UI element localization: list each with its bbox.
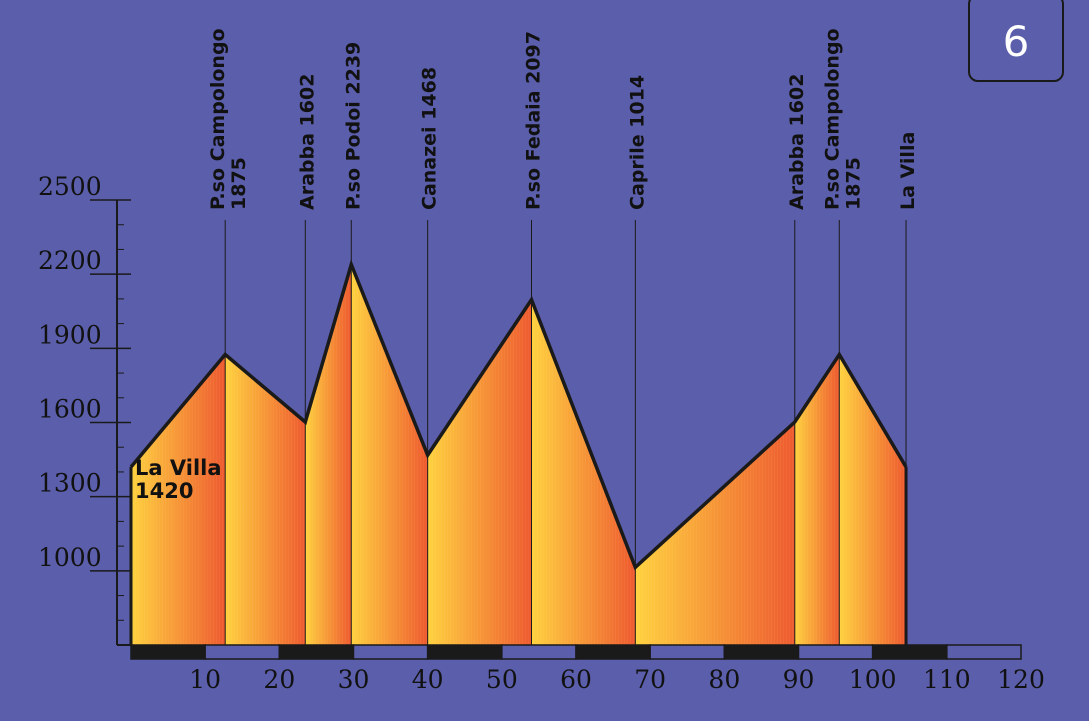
x-scale-block [649, 644, 726, 660]
x-scale-block [575, 644, 651, 660]
x-tick-label: 40 [412, 665, 444, 694]
y-tick-label: 1900 [38, 320, 102, 349]
pass-label: La Villa [897, 132, 919, 210]
stage-number-badge: 6 [968, 0, 1064, 82]
pass-label: Arabba 1602 [296, 74, 318, 210]
profile-fill [129, 259, 908, 645]
y-tick-label: 1300 [38, 469, 102, 498]
pass-label: P.so Podoi 2239 [342, 42, 364, 210]
x-tick-label: 110 [923, 665, 971, 694]
pass-label: Canazei 1468 [419, 67, 441, 210]
y-tick-label: 2500 [38, 172, 102, 201]
profile-segment-texture [427, 299, 532, 645]
x-scale-block [426, 644, 503, 660]
profile-segment-texture [131, 354, 226, 645]
profile-segment-texture [351, 264, 428, 645]
x-scale-block [204, 644, 281, 660]
x-scale-block [501, 644, 577, 660]
x-tick-label: 30 [338, 665, 370, 694]
x-tick-label: 90 [783, 665, 815, 694]
x-scale-block [871, 644, 948, 660]
pass-label: Caprile 1014 [626, 75, 648, 210]
start-label: La Villa [135, 456, 222, 480]
pass-label: 1875 [228, 157, 250, 210]
x-scale-block [946, 644, 1022, 660]
pass-label: P.so Campolongo [821, 28, 843, 210]
x-scale-block [723, 644, 800, 660]
profile-segment-texture [305, 264, 352, 645]
x-scale-block [278, 644, 355, 660]
profile-segment-texture [794, 354, 840, 645]
x-tick-label: 60 [560, 665, 592, 694]
y-axis: 1000 1300 1600 1900 2200 2500 [38, 172, 131, 646]
pass-label: P.so Campolongo [207, 28, 229, 210]
x-tick-label: 80 [708, 665, 740, 694]
x-scale-block [352, 644, 429, 660]
pass-label: P.so Fedaia 2097 [523, 31, 545, 210]
y-tick-label: 1600 [38, 395, 102, 424]
profile-segment-texture [531, 299, 636, 645]
x-scale-block [797, 644, 874, 660]
x-tick-label: 100 [849, 665, 897, 694]
profile-line [129, 259, 908, 571]
x-tick-label: 120 [997, 665, 1045, 694]
y-tick-label: 2200 [38, 246, 102, 275]
profile-segment-texture [635, 422, 795, 645]
y-tick-label: 1000 [38, 543, 102, 572]
start-label: 1420 [135, 479, 193, 503]
x-tick-label: 20 [263, 665, 295, 694]
profile-segment-texture [225, 354, 306, 645]
pass-label: Arabba 1602 [786, 74, 808, 210]
x-axis: 10 20 30 40 50 60 70 80 90 100 110 120 [130, 644, 1045, 694]
profile-segment-texture [839, 354, 907, 645]
pass-labels: P.so Campolongo 1875 Arabba 1602 P.so Podoi… [135, 28, 919, 503]
x-tick-label: 10 [189, 665, 221, 694]
pass-label: 1875 [842, 157, 864, 210]
x-scale-block [130, 644, 206, 660]
x-tick-label: 50 [486, 665, 518, 694]
x-tick-label: 70 [634, 665, 666, 694]
marker-lines [224, 220, 907, 645]
